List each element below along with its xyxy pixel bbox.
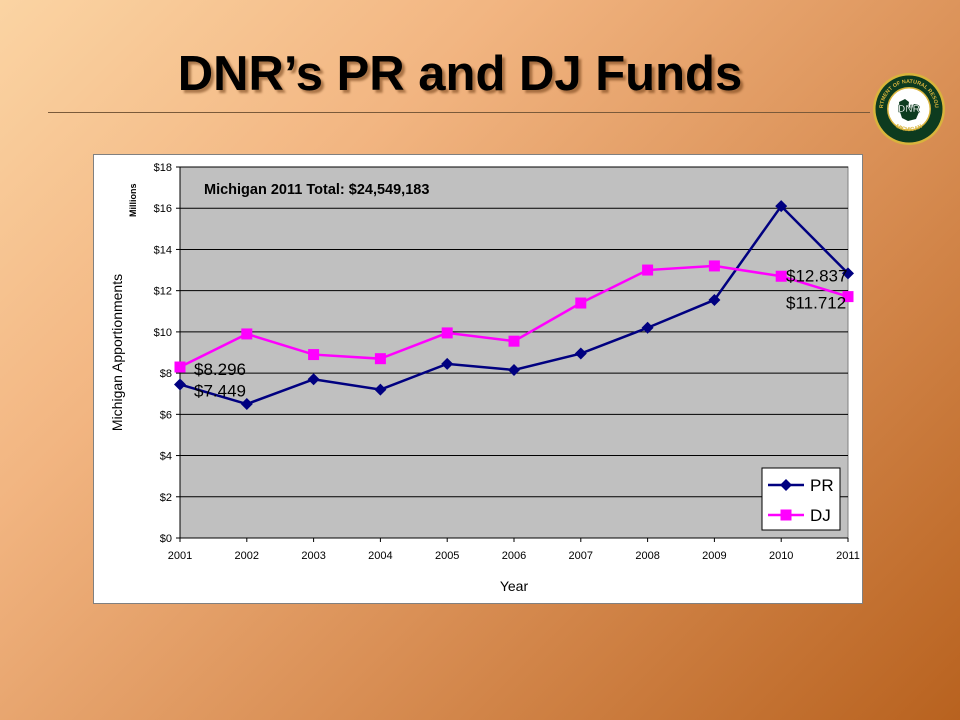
legend-label-pr: PR (810, 476, 834, 495)
title-divider (48, 112, 870, 113)
x-tick-label: 2010 (769, 550, 793, 562)
y-tick-label: $12 (154, 286, 172, 298)
data-label: $7.449 (194, 381, 246, 400)
data-label: $8.296 (194, 360, 246, 379)
data-point-dj (308, 349, 320, 361)
x-tick-label: 2008 (635, 550, 659, 562)
x-tick-label: 2002 (235, 550, 259, 562)
data-point-dj (575, 297, 587, 309)
units-label: Millions (128, 184, 138, 218)
gridlines (176, 166, 849, 542)
data-point-pr (842, 267, 854, 280)
legend-box (761, 467, 841, 531)
data-point-dj (842, 291, 854, 303)
x-tick-label: 2005 (435, 550, 459, 562)
data-point-dj (441, 327, 453, 339)
x-tick-label: 2004 (368, 550, 392, 562)
y-tick-label: $6 (160, 409, 172, 421)
data-point-pr (641, 321, 654, 334)
data-point-pr (775, 200, 788, 213)
x-tick-label: 2007 (569, 550, 593, 562)
data-point-dj (642, 264, 654, 276)
seal-center-text: DNR (898, 104, 920, 115)
y-tick-label: $10 (154, 327, 172, 339)
y-tick-label: $16 (154, 203, 172, 215)
x-axis-title: Year (500, 578, 529, 594)
series-lines (174, 200, 854, 411)
chart-frame: $0 $2 $4 $6 $8 $10 $12 $14 $16 $18 2001 2002 2003 20… (93, 154, 863, 604)
data-point-dj (775, 270, 787, 282)
x-tick-label: 2011 (836, 550, 860, 562)
data-point-dj (708, 260, 720, 272)
x-tick-label: 2006 (502, 550, 526, 562)
slide-title: DNR’s PR and DJ Funds (177, 47, 743, 101)
data-point-pr (441, 357, 454, 370)
y-tick-label: $0 (160, 533, 172, 545)
data-point-pr (174, 378, 186, 391)
y-axis-title: Michigan Apportionments (109, 274, 125, 431)
legend-label-dj: DJ (810, 506, 831, 525)
data-point-pr (574, 347, 587, 360)
plot-area (179, 166, 849, 539)
y-tick-label: $18 (154, 162, 172, 174)
y-tick-labels: $0 $2 $4 $6 $8 $10 $12 $14 $16 $18 (154, 162, 172, 545)
legend-marker-dj (780, 509, 792, 521)
x-tick-labels: 2001 2002 2003 2004 2005 2006 2007 2008 2009 2010… (168, 550, 860, 562)
y-tick-label: $4 (160, 451, 172, 463)
data-point-pr (708, 293, 721, 306)
y-tick-label: $8 (160, 368, 172, 380)
y-tick-label: $14 (154, 244, 172, 256)
data-point-dj (241, 328, 253, 340)
x-tick-label: 2003 (301, 550, 325, 562)
dnr-michigan-seal-icon: DEPARTMENT OF NATURAL RESOURCES MICHIGAN… (872, 72, 945, 145)
data-point-pr (307, 373, 320, 386)
annotations: $8.296 $7.449 $12.837 $11.712 (194, 266, 847, 400)
y-tick-label: $2 (160, 492, 172, 504)
legend-marker-pr (780, 479, 792, 491)
data-point-dj (174, 361, 186, 373)
data-point-dj (508, 335, 520, 347)
chart-title: Michigan 2011 Total: $24,549,183 (204, 182, 429, 198)
x-tick-label: 2001 (168, 550, 192, 562)
data-label: $11.712 (786, 294, 846, 313)
legend: PR DJ (761, 467, 841, 531)
x-tick-label: 2009 (702, 550, 726, 562)
data-point-dj (374, 353, 386, 365)
michigan-shape-icon (899, 99, 919, 121)
data-label: $12.837 (786, 266, 847, 285)
data-point-pr (508, 364, 520, 377)
data-point-pr (240, 398, 253, 411)
seal-arc-bottom-text: MICHIGAN (895, 124, 924, 134)
line-chart: $0$2$4$6$8$10$12$14$16$18 2001 2002 2003 20… (109, 162, 860, 594)
data-point-pr (374, 383, 387, 396)
